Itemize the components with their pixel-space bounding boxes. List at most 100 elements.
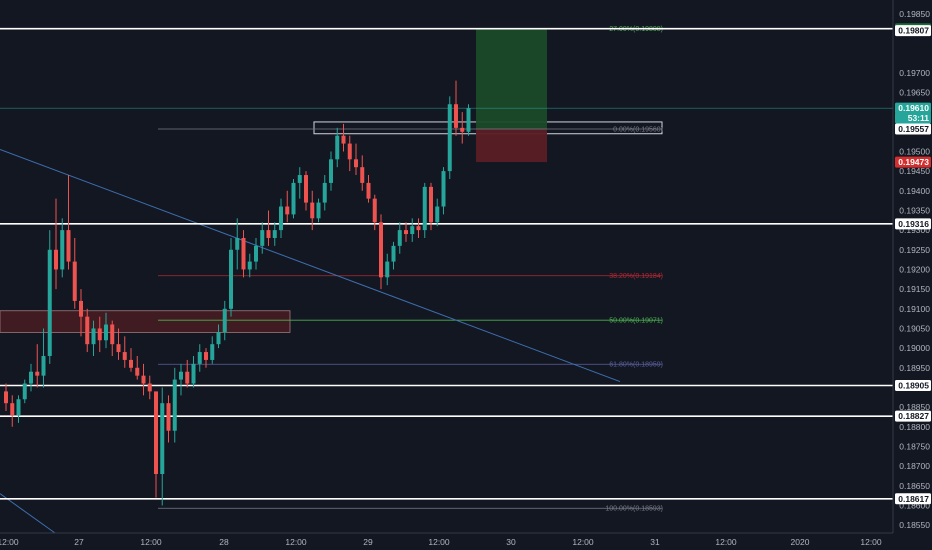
candle-body bbox=[404, 230, 408, 235]
time-tick-label: 28 bbox=[219, 537, 229, 547]
fib-level-label: 61.80%(0.18959) bbox=[609, 362, 663, 369]
price-tick-label: 0.18650 bbox=[899, 481, 930, 491]
price-badge-label: 0.19316 bbox=[898, 219, 929, 229]
time-tick-label: 12:00 bbox=[860, 537, 882, 547]
candle-body bbox=[85, 316, 90, 345]
price-tick-label: 0.19400 bbox=[899, 186, 930, 196]
candle-body bbox=[385, 261, 390, 278]
price-badge bbox=[895, 218, 931, 230]
price-badge-label: 0.19610 bbox=[898, 103, 929, 113]
candle-body bbox=[335, 135, 340, 160]
price-tick-label: 0.18950 bbox=[899, 363, 930, 373]
price-tick-label: 0.19250 bbox=[899, 245, 930, 255]
candle-body bbox=[10, 403, 15, 415]
time-tick-label: 12:00 bbox=[428, 537, 450, 547]
candle-body bbox=[79, 300, 83, 317]
price-tick-label: 0.19500 bbox=[899, 146, 930, 156]
price-tick-label: 0.19650 bbox=[899, 87, 930, 97]
candle-body bbox=[210, 344, 215, 360]
fib-level-label: 50.00%(0.19071) bbox=[609, 318, 663, 325]
candle-body bbox=[441, 171, 446, 207]
candle-body bbox=[366, 182, 371, 199]
price-badge-label: 0.19557 bbox=[898, 124, 929, 134]
candle-body bbox=[291, 182, 296, 215]
trendline-lower bbox=[0, 493, 56, 534]
time-tick-label: 12:00 bbox=[140, 537, 162, 547]
price-badge bbox=[895, 102, 931, 114]
candle-body bbox=[129, 359, 133, 368]
candle-body bbox=[397, 230, 402, 246]
time-tick-label: 31 bbox=[650, 537, 660, 547]
time-axis-background bbox=[0, 533, 932, 550]
candle-body bbox=[41, 355, 46, 376]
candle-body bbox=[216, 332, 221, 345]
candle-body bbox=[272, 230, 277, 238]
candle-body bbox=[60, 230, 65, 270]
price-badge-label: 53:11 bbox=[908, 113, 930, 123]
candle-body bbox=[285, 206, 290, 215]
candle-body bbox=[316, 202, 321, 219]
candle-body bbox=[122, 352, 127, 360]
candle-body bbox=[466, 108, 471, 132]
candle-body bbox=[260, 230, 265, 246]
candle-body bbox=[297, 175, 302, 183]
candle-body bbox=[329, 159, 333, 183]
price-tick-label: 0.19200 bbox=[899, 264, 930, 274]
candle-body bbox=[72, 261, 77, 301]
candle-body bbox=[460, 127, 465, 132]
price-tick-label: 0.19700 bbox=[899, 68, 930, 78]
price-tick-label: 0.18550 bbox=[899, 520, 930, 530]
candle-body bbox=[4, 391, 8, 404]
price-tick-label: 0.18600 bbox=[899, 500, 930, 510]
price-tick-label: 0.19150 bbox=[899, 284, 930, 294]
candle-body bbox=[247, 261, 252, 270]
candle-body bbox=[341, 135, 346, 144]
candle-body bbox=[429, 186, 433, 223]
candle-body bbox=[172, 379, 177, 431]
price-badge-label: 0.18827 bbox=[898, 411, 929, 421]
fib-level-label: 38.20%(0.19184) bbox=[609, 273, 663, 280]
time-tick-label: 30 bbox=[506, 537, 516, 547]
candle-body bbox=[254, 245, 258, 262]
price-badge bbox=[895, 112, 931, 124]
price-badge bbox=[895, 123, 931, 135]
candle-body bbox=[191, 363, 196, 384]
candle-body bbox=[166, 403, 171, 431]
price-tick-label: 0.19450 bbox=[899, 166, 930, 176]
price-badge-label: 0.19473 bbox=[898, 157, 929, 167]
candle-body bbox=[110, 324, 115, 345]
price-tick-label: 0.19000 bbox=[899, 343, 930, 353]
candle-body bbox=[197, 352, 202, 364]
candle-body bbox=[241, 237, 246, 270]
stop-loss-zone bbox=[476, 129, 547, 163]
candle-body bbox=[35, 371, 40, 376]
candle-body bbox=[222, 308, 227, 333]
price-badge bbox=[895, 410, 931, 422]
time-tick-label: 2020 bbox=[791, 537, 810, 547]
time-tick-label: 27 bbox=[74, 537, 84, 547]
time-tick-label: 12:00 bbox=[285, 537, 307, 547]
time-tick-label: 29 bbox=[363, 537, 373, 547]
time-tick-label: 12:00 bbox=[715, 537, 737, 547]
candle-body bbox=[185, 371, 190, 384]
candle-body bbox=[229, 249, 233, 309]
candle-body bbox=[116, 344, 121, 353]
candle-body bbox=[66, 230, 71, 262]
price-tick-label: 0.18700 bbox=[899, 461, 930, 471]
price-tick-label: 0.18850 bbox=[899, 402, 930, 412]
candle-body bbox=[54, 249, 58, 270]
candle-body bbox=[16, 399, 21, 415]
price-tick-label: 0.19350 bbox=[899, 205, 930, 215]
take-profit-zone bbox=[476, 28, 547, 130]
candle-body bbox=[416, 226, 421, 231]
price-badge bbox=[895, 156, 931, 168]
candle-body bbox=[422, 186, 427, 231]
fib-level-label: 27.00%(0.19808) bbox=[609, 26, 663, 33]
candle-body bbox=[454, 104, 458, 128]
price-badge bbox=[895, 379, 931, 391]
candle-body bbox=[435, 206, 440, 223]
candle-body bbox=[372, 198, 377, 223]
candle-body bbox=[160, 403, 165, 474]
